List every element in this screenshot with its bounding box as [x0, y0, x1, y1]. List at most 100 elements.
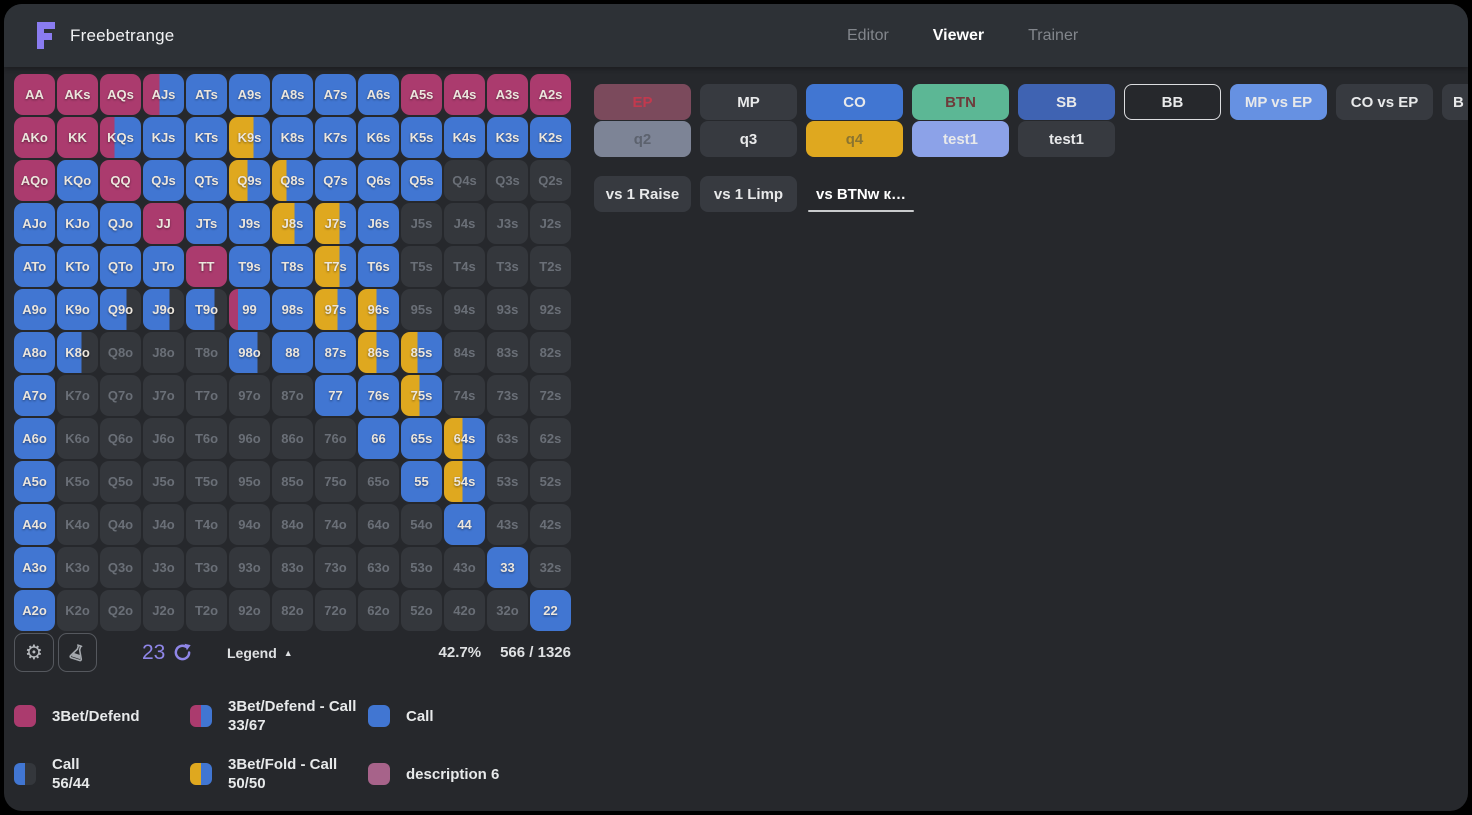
grid-cell-42o[interactable]: 42o: [444, 590, 485, 631]
nav-item-editor[interactable]: Editor: [847, 26, 889, 44]
grid-cell-53o[interactable]: 53o: [401, 547, 442, 588]
nav-item-trainer[interactable]: Trainer: [1028, 26, 1079, 44]
grid-cell-52o[interactable]: 52o: [401, 590, 442, 631]
grid-cell-kk[interactable]: KK: [57, 117, 98, 158]
grid-cell-32o[interactable]: 32o: [487, 590, 528, 631]
grid-cell-99[interactable]: 99: [229, 289, 270, 330]
grid-cell-aqo[interactable]: AQo: [14, 160, 55, 201]
grid-cell-a3o[interactable]: A3o: [14, 547, 55, 588]
grid-cell-94s[interactable]: 94s: [444, 289, 485, 330]
position-tab-co[interactable]: CO: [806, 84, 903, 120]
grid-cell-63o[interactable]: 63o: [358, 547, 399, 588]
grid-cell-ajs[interactable]: AJs: [143, 74, 184, 115]
grid-cell-t5s[interactable]: T5s: [401, 246, 442, 287]
grid-cell-kjs[interactable]: KJs: [143, 117, 184, 158]
grid-cell-87s[interactable]: 87s: [315, 332, 356, 373]
grid-cell-74s[interactable]: 74s: [444, 375, 485, 416]
grid-cell-93o[interactable]: 93o: [229, 547, 270, 588]
grid-cell-87o[interactable]: 87o: [272, 375, 313, 416]
grid-cell-33[interactable]: 33: [487, 547, 528, 588]
grid-cell-t7o[interactable]: T7o: [186, 375, 227, 416]
grid-cell-q6s[interactable]: Q6s: [358, 160, 399, 201]
grid-cell-q7s[interactable]: Q7s: [315, 160, 356, 201]
grid-cell-j3o[interactable]: J3o: [143, 547, 184, 588]
grid-cell-t3s[interactable]: T3s: [487, 246, 528, 287]
grid-cell-75o[interactable]: 75o: [315, 461, 356, 502]
grid-cell-64o[interactable]: 64o: [358, 504, 399, 545]
grid-cell-a4o[interactable]: A4o: [14, 504, 55, 545]
grid-cell-k5o[interactable]: K5o: [57, 461, 98, 502]
grid-cell-j8s[interactable]: J8s: [272, 203, 313, 244]
grid-cell-93s[interactable]: 93s: [487, 289, 528, 330]
grid-cell-a2o[interactable]: A2o: [14, 590, 55, 631]
grid-cell-q8o[interactable]: Q8o: [100, 332, 141, 373]
grid-cell-t2s[interactable]: T2s: [530, 246, 571, 287]
grid-cell-jts[interactable]: JTs: [186, 203, 227, 244]
grid-cell-k6o[interactable]: K6o: [57, 418, 98, 459]
grid-cell-a3s[interactable]: A3s: [487, 74, 528, 115]
grid-cell-92o[interactable]: 92o: [229, 590, 270, 631]
grid-cell-j9o[interactable]: J9o: [143, 289, 184, 330]
grid-cell-kjo[interactable]: KJo: [57, 203, 98, 244]
grid-cell-t3o[interactable]: T3o: [186, 547, 227, 588]
grid-cell-j7o[interactable]: J7o: [143, 375, 184, 416]
grid-cell-j8o[interactable]: J8o: [143, 332, 184, 373]
grid-cell-k5s[interactable]: K5s: [401, 117, 442, 158]
grid-cell-92s[interactable]: 92s: [530, 289, 571, 330]
grid-cell-83s[interactable]: 83s: [487, 332, 528, 373]
grid-cell-a5o[interactable]: A5o: [14, 461, 55, 502]
position-tab-bb[interactable]: BB: [1124, 84, 1221, 120]
range-tab-q2-1[interactable]: q2: [594, 121, 691, 157]
grid-cell-qto[interactable]: QTo: [100, 246, 141, 287]
range-tab-test1-4[interactable]: test1: [912, 121, 1009, 157]
grid-cell-43o[interactable]: 43o: [444, 547, 485, 588]
grid-cell-q3o[interactable]: Q3o: [100, 547, 141, 588]
grid-cell-q5s[interactable]: Q5s: [401, 160, 442, 201]
refresh-icon[interactable]: [173, 643, 192, 662]
grid-cell-t4o[interactable]: T4o: [186, 504, 227, 545]
action-tab-vs-1-limp[interactable]: vs 1 Limp: [700, 176, 797, 212]
grid-cell-82o[interactable]: 82o: [272, 590, 313, 631]
grid-cell-q7o[interactable]: Q7o: [100, 375, 141, 416]
legend-toggle[interactable]: Legend ▲: [227, 633, 293, 672]
grid-cell-ato[interactable]: ATo: [14, 246, 55, 287]
grid-cell-q5o[interactable]: Q5o: [100, 461, 141, 502]
grid-cell-86s[interactable]: 86s: [358, 332, 399, 373]
grid-cell-96o[interactable]: 96o: [229, 418, 270, 459]
grid-cell-k8o[interactable]: K8o: [57, 332, 98, 373]
grid-cell-t9s[interactable]: T9s: [229, 246, 270, 287]
grid-cell-kqs[interactable]: KQs: [100, 117, 141, 158]
grid-cell-k9o[interactable]: K9o: [57, 289, 98, 330]
position-tab-mp[interactable]: MP: [700, 84, 797, 120]
grid-cell-kts[interactable]: KTs: [186, 117, 227, 158]
grid-cell-a6s[interactable]: A6s: [358, 74, 399, 115]
grid-cell-j6s[interactable]: J6s: [358, 203, 399, 244]
grid-cell-85o[interactable]: 85o: [272, 461, 313, 502]
grid-cell-k4o[interactable]: K4o: [57, 504, 98, 545]
grid-cell-aks[interactable]: AKs: [57, 74, 98, 115]
grid-cell-52s[interactable]: 52s: [530, 461, 571, 502]
grid-cell-63s[interactable]: 63s: [487, 418, 528, 459]
grid-cell-98s[interactable]: 98s: [272, 289, 313, 330]
grid-cell-76s[interactable]: 76s: [358, 375, 399, 416]
grid-cell-k6s[interactable]: K6s: [358, 117, 399, 158]
grid-cell-tt[interactable]: TT: [186, 246, 227, 287]
grid-cell-t6s[interactable]: T6s: [358, 246, 399, 287]
grid-cell-73o[interactable]: 73o: [315, 547, 356, 588]
grid-cell-q4o[interactable]: Q4o: [100, 504, 141, 545]
grid-cell-88[interactable]: 88: [272, 332, 313, 373]
grid-cell-j2o[interactable]: J2o: [143, 590, 184, 631]
grid-cell-95o[interactable]: 95o: [229, 461, 270, 502]
grid-cell-97o[interactable]: 97o: [229, 375, 270, 416]
grid-cell-76o[interactable]: 76o: [315, 418, 356, 459]
grid-cell-72o[interactable]: 72o: [315, 590, 356, 631]
grid-cell-42s[interactable]: 42s: [530, 504, 571, 545]
grid-cell-q6o[interactable]: Q6o: [100, 418, 141, 459]
grid-cell-97s[interactable]: 97s: [315, 289, 356, 330]
grid-cell-t4s[interactable]: T4s: [444, 246, 485, 287]
grid-cell-66[interactable]: 66: [358, 418, 399, 459]
grid-cell-qjs[interactable]: QJs: [143, 160, 184, 201]
grid-cell-kqo[interactable]: KQo: [57, 160, 98, 201]
grid-cell-j9s[interactable]: J9s: [229, 203, 270, 244]
grid-cell-t6o[interactable]: T6o: [186, 418, 227, 459]
